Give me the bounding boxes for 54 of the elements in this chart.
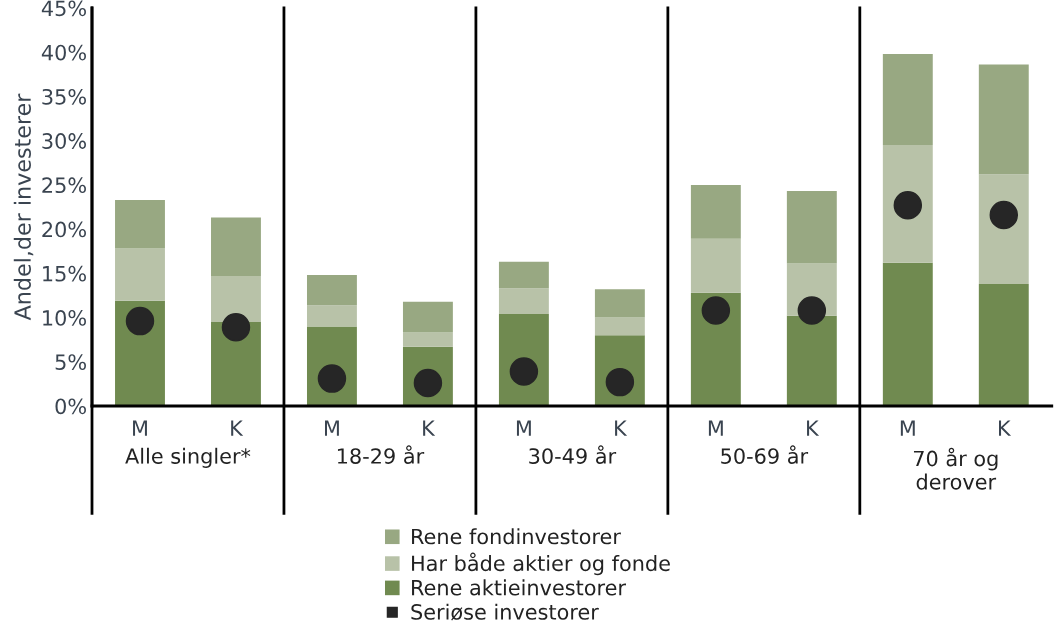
legend-label: Har både aktier og fonde xyxy=(412,552,670,576)
x-tick-label: K xyxy=(615,420,628,436)
y-tick-label: 0% xyxy=(55,398,86,415)
x-tick-label: M xyxy=(900,420,915,436)
bar xyxy=(306,305,357,327)
bar xyxy=(211,275,261,322)
y-axis-title: Andel,der investerer xyxy=(13,93,34,321)
legend-label: Rene aktieinvestorer xyxy=(412,579,626,596)
y-tick-label: 25% xyxy=(42,177,86,194)
bar xyxy=(690,238,741,293)
bar xyxy=(882,53,933,146)
y-tick-label: 10% xyxy=(43,310,86,326)
bar xyxy=(978,283,1029,406)
x-tick-label: K xyxy=(231,420,244,436)
bar xyxy=(498,288,549,315)
point xyxy=(221,313,251,342)
bar xyxy=(786,191,837,264)
point xyxy=(701,296,731,325)
text: 70 år og derover xyxy=(913,447,998,490)
y-tick-label: 45% xyxy=(41,0,86,17)
bar xyxy=(594,289,645,318)
x-tick-label: M xyxy=(516,420,531,436)
y-tick-label: 5% xyxy=(55,354,86,370)
bar xyxy=(402,301,453,333)
bar xyxy=(115,199,165,249)
bar xyxy=(402,332,453,347)
y-tick-label: 40% xyxy=(41,44,86,61)
x-tick-label: K xyxy=(807,420,820,436)
point xyxy=(797,296,827,325)
y-tick-label: 30% xyxy=(42,133,86,149)
bar xyxy=(690,184,741,239)
y-tick-label: 20% xyxy=(42,221,86,238)
x-tick-label: K xyxy=(423,420,436,436)
text: 50-69 år xyxy=(721,445,809,464)
bar xyxy=(978,64,1029,175)
point xyxy=(125,306,155,336)
bar xyxy=(211,217,261,276)
x-tick-label: M xyxy=(133,420,147,436)
x-tick-label: M xyxy=(708,420,723,436)
legend-label: Rene fondinvestorer xyxy=(412,528,621,545)
x-tick-label: M xyxy=(325,420,339,436)
bar xyxy=(786,315,837,406)
x-tick-label: K xyxy=(999,420,1012,436)
bar xyxy=(306,275,357,306)
y-tick-label: 35% xyxy=(42,88,86,105)
text: 30-49 år xyxy=(529,445,617,464)
bar xyxy=(498,261,549,289)
text: Alle singler* xyxy=(125,447,251,468)
text: 18-29 år xyxy=(337,445,425,464)
bar xyxy=(882,262,933,406)
bar xyxy=(115,248,165,301)
legend-label: Seriøse investorer xyxy=(411,603,599,621)
y-tick-label: 15% xyxy=(43,265,86,282)
bar xyxy=(594,317,645,336)
